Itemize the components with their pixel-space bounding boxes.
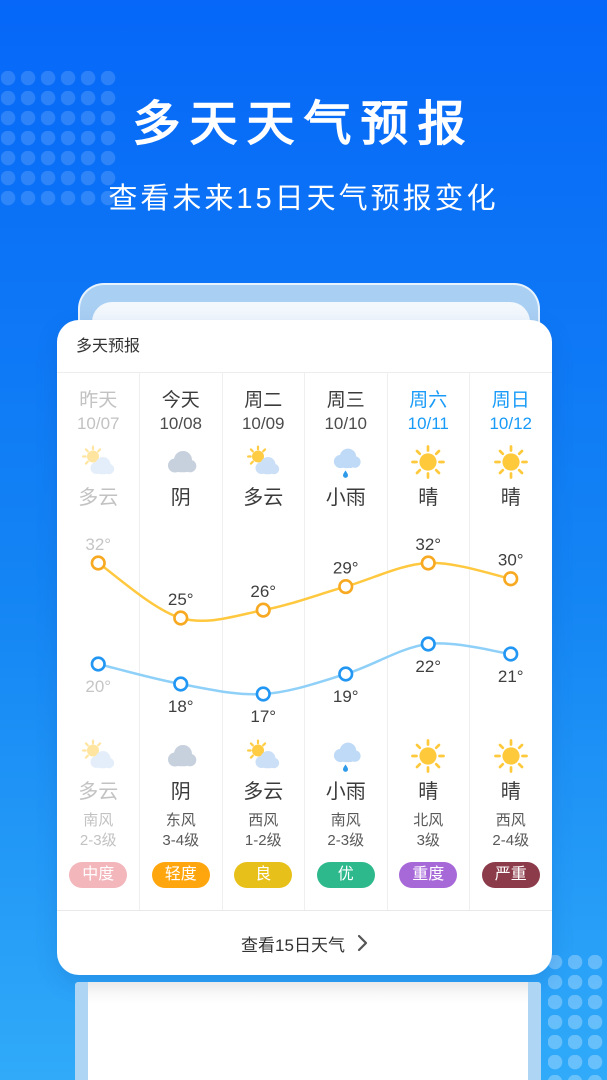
next-screen-card xyxy=(88,982,528,1080)
dot-pattern-bottom-right xyxy=(548,955,607,1080)
weather-icon xyxy=(493,738,529,774)
column-divider xyxy=(222,373,223,910)
svg-text:29°: 29° xyxy=(333,559,359,578)
column-divider xyxy=(387,373,388,910)
wind-direction: 西风 xyxy=(248,812,279,829)
svg-text:20°: 20° xyxy=(85,677,111,696)
day-label: 周三 xyxy=(326,390,365,411)
forecast-column-tue[interactable]: 周二 10/09 多云 xyxy=(222,373,305,530)
wind-level: 3-4级 xyxy=(162,832,200,849)
svg-text:32°: 32° xyxy=(85,535,111,554)
forecast-column-sat[interactable]: 晴 北风 3级 重度 xyxy=(387,728,470,910)
forecast-column-wed[interactable]: 小雨 南风 2-3级 优 xyxy=(305,728,388,910)
date-label: 10/10 xyxy=(324,414,368,433)
svg-text:25°: 25° xyxy=(168,590,194,609)
weather-icon xyxy=(328,738,364,774)
condition-label: 晴 xyxy=(418,781,439,803)
forecast-column-today[interactable]: 阴 东风 3-4级 轻度 xyxy=(140,728,223,910)
forecast-column-sun[interactable]: 晴 西风 2-4级 严重 xyxy=(470,728,553,910)
condition-label: 多云 xyxy=(78,487,119,509)
condition-label: 小雨 xyxy=(325,487,366,509)
date-label: 10/11 xyxy=(407,414,449,433)
weather-icon xyxy=(245,444,281,480)
forecast-column-wed[interactable]: 周三 10/10 小雨 xyxy=(305,373,388,530)
condition-label: 阴 xyxy=(170,781,191,803)
forecast-column-sat[interactable]: 周六 10/11 晴 xyxy=(387,373,470,530)
condition-label: 晴 xyxy=(418,487,439,509)
forecast-card: 多天预报 昨天 10/07 多云 今天 10/08 阴 xyxy=(57,320,552,975)
svg-text:22°: 22° xyxy=(415,657,441,676)
aqi-badge: 轻度 xyxy=(151,862,210,888)
date-label: 10/08 xyxy=(159,414,203,433)
aqi-badge: 优 xyxy=(316,862,375,888)
condition-label: 阴 xyxy=(170,487,191,509)
column-divider xyxy=(304,373,305,910)
column-divider xyxy=(139,373,140,910)
weather-icon xyxy=(410,444,446,480)
day-label: 昨天 xyxy=(79,390,118,411)
date-label: 10/09 xyxy=(241,414,285,433)
condition-label: 晴 xyxy=(500,487,521,509)
day-label: 周六 xyxy=(409,390,448,411)
condition-label: 小雨 xyxy=(325,781,366,803)
next-screen-peek xyxy=(75,982,541,1080)
svg-text:26°: 26° xyxy=(250,582,276,601)
forecast-column-sun[interactable]: 周日 10/12 晴 xyxy=(470,373,553,530)
view-15-day-label: 查看15日天气 xyxy=(241,935,345,955)
svg-text:32°: 32° xyxy=(415,535,441,554)
days-row: 昨天 10/07 多云 今天 10/08 阴 周二 10/09 多云 xyxy=(57,373,552,530)
wind-level: 2-3级 xyxy=(79,832,117,849)
wind-direction: 西风 xyxy=(495,812,526,829)
wind-level: 1-2级 xyxy=(244,832,282,849)
aqi-badge: 良 xyxy=(234,862,293,888)
wind-level: 2-4级 xyxy=(492,832,530,849)
weather-icon xyxy=(80,738,116,774)
weather-icon xyxy=(163,444,199,480)
weather-icon xyxy=(328,444,364,480)
weather-icon xyxy=(80,444,116,480)
svg-text:18°: 18° xyxy=(168,697,194,716)
day-label: 周二 xyxy=(244,390,283,411)
condition-label: 多云 xyxy=(243,781,284,803)
weather-icon xyxy=(493,444,529,480)
aqi-badge: 重度 xyxy=(399,862,458,888)
wind-direction: 南风 xyxy=(330,812,361,829)
aqi-badge: 中度 xyxy=(69,862,128,888)
wind-level: 2-3级 xyxy=(327,832,365,849)
svg-text:21°: 21° xyxy=(498,667,524,686)
details-row: 多云 南风 2-3级 中度 阴 东风 3-4级 轻度 多云 西风 1-2级 xyxy=(57,728,552,910)
view-15-day-button[interactable]: 查看15日天气 xyxy=(57,910,552,975)
wind-level: 3级 xyxy=(416,832,440,849)
condition-label: 多云 xyxy=(78,781,119,803)
day-label: 今天 xyxy=(161,390,200,411)
condition-label: 多云 xyxy=(243,487,284,509)
weather-icon xyxy=(410,738,446,774)
wind-direction: 东风 xyxy=(165,812,196,829)
svg-text:17°: 17° xyxy=(250,707,276,726)
weather-icon xyxy=(163,738,199,774)
svg-text:30°: 30° xyxy=(498,551,524,570)
column-divider xyxy=(469,373,470,910)
forecast-column-yesterday[interactable]: 昨天 10/07 多云 xyxy=(57,373,140,530)
page-subtitle: 查看未来15日天气预报变化 xyxy=(108,183,499,215)
date-label: 10/12 xyxy=(489,414,533,433)
page-title: 多天天气预报 xyxy=(132,98,475,151)
day-label: 周日 xyxy=(491,390,530,411)
wind-direction: 北风 xyxy=(413,812,444,829)
forecast-column-yesterday[interactable]: 多云 南风 2-3级 中度 xyxy=(57,728,140,910)
date-label: 10/07 xyxy=(76,414,120,433)
wind-direction: 南风 xyxy=(83,812,114,829)
dot-pattern-left xyxy=(1,71,119,211)
forecast-column-tue[interactable]: 多云 西风 1-2级 良 xyxy=(222,728,305,910)
temperature-chart: 32° 25° 26° 29° 32° 30° 20° 18° 17° 19° 22° 21° xyxy=(85,535,524,726)
condition-label: 晴 xyxy=(500,781,521,803)
weather-icon xyxy=(245,738,281,774)
aqi-badge: 严重 xyxy=(481,862,540,888)
svg-text:19°: 19° xyxy=(333,687,359,706)
forecast-column-today[interactable]: 今天 10/08 阴 xyxy=(140,373,223,530)
chevron-right-icon xyxy=(357,934,368,952)
card-title: 多天预报 xyxy=(57,320,552,373)
forecast-table: 昨天 10/07 多云 今天 10/08 阴 周二 10/09 多云 xyxy=(57,373,552,910)
